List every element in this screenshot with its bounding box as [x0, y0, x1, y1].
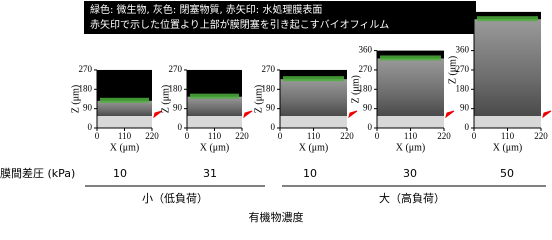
x-tick-label: 220 [235, 131, 249, 141]
membrane [97, 116, 152, 128]
y-tick-label: 270 [359, 64, 373, 74]
biofilm [280, 79, 347, 116]
y-tick-label: 0 [465, 122, 470, 132]
x-tick-label: 110 [118, 131, 132, 141]
y-axis-label: Z (μm) [160, 85, 171, 113]
footer: 有機物濃度 [249, 210, 304, 224]
microbes [100, 97, 149, 103]
y-tick-label: 360 [456, 45, 470, 55]
y-tick-label: 180 [262, 83, 276, 93]
x-tick-label: 220 [145, 131, 159, 141]
y-tick-label: 270 [79, 64, 93, 74]
x-axis-label: X (μm) [493, 142, 523, 153]
red-arrow [348, 110, 358, 119]
x-tick-label: 220 [437, 131, 451, 141]
microbes [380, 55, 441, 61]
pressure-value: 10 [113, 167, 127, 180]
x-tick-label: 110 [404, 131, 418, 141]
y-tick-label: 0 [178, 122, 183, 132]
y-tick-label: 360 [359, 45, 373, 55]
y-axis-label: Z (μm) [350, 75, 361, 103]
y-tick-label: 90 [173, 103, 183, 113]
x-tick-label: 0 [375, 131, 380, 141]
x-axis-label: X (μm) [299, 142, 329, 153]
figure: 緑色: 微生物, 灰色: 閉塞物質, 赤矢印: 水処理膜表面 赤矢印で示した位置… [0, 1, 552, 224]
y-tick-label: 180 [456, 83, 470, 93]
y-axis-label: Z (μm) [70, 85, 81, 113]
x-tick-label: 220 [340, 131, 354, 141]
pressure-value: 50 [500, 167, 514, 180]
y-axis-label: Z (μm) [253, 85, 264, 113]
x-tick-label: 0 [472, 131, 477, 141]
red-arrow [153, 110, 163, 119]
red-arrow [542, 110, 552, 119]
pressure-value: 10 [303, 167, 317, 180]
microbes [477, 16, 538, 22]
pressure-value: 31 [203, 167, 217, 180]
membrane [377, 116, 444, 128]
y-tick-label: 180 [79, 83, 93, 93]
x-tick-label: 110 [307, 131, 321, 141]
caption-box: 緑色: 微生物, 灰色: 閉塞物質, 赤矢印: 水処理膜表面 赤矢印で示した位置… [84, 1, 476, 34]
y-tick-label: 0 [368, 122, 373, 132]
membrane [280, 116, 347, 128]
y-tick-label: 90 [266, 103, 276, 113]
red-arrow [243, 110, 253, 119]
y-tick-label: 540 [456, 6, 470, 16]
caption-line: 赤矢印で示した位置より上部が膜閉塞を引き起こすバイオフィルム [90, 18, 389, 31]
y-tick-label: 0 [88, 122, 93, 132]
group-label: 大（高負荷） [379, 191, 445, 205]
biofilm [97, 100, 152, 116]
y-tick-label: 270 [456, 64, 470, 74]
y-tick-label: 180 [359, 83, 373, 93]
y-tick-label: 90 [83, 103, 93, 113]
caption-line: 緑色: 微生物, 灰色: 閉塞物質, 赤矢印: 水処理膜表面 [90, 3, 322, 16]
biofilm [474, 19, 541, 117]
microbes [190, 93, 239, 99]
y-tick-label: 90 [460, 103, 470, 113]
x-tick-label: 0 [95, 131, 100, 141]
y-tick-label: 90 [363, 103, 373, 113]
biofilm [377, 58, 444, 116]
x-tick-label: 0 [185, 131, 190, 141]
y-tick-label: 270 [169, 64, 183, 74]
y-axis-label: Z (μm) [447, 56, 458, 84]
x-tick-label: 110 [208, 131, 222, 141]
x-axis-label: X (μm) [200, 142, 230, 153]
pressure-label: 膜間差圧 (kPa) [0, 166, 75, 180]
x-tick-label: 0 [278, 131, 283, 141]
biofilm [187, 96, 242, 116]
x-axis-label: X (μm) [110, 142, 140, 153]
x-axis-label: X (μm) [396, 142, 426, 153]
group-label: 小（低負荷） [142, 192, 208, 205]
x-tick-label: 220 [534, 131, 548, 141]
microbes [283, 76, 344, 82]
membrane [187, 116, 242, 128]
red-arrow [445, 110, 455, 119]
y-tick-label: 450 [456, 25, 470, 35]
y-tick-label: 0 [271, 122, 276, 132]
membrane [474, 116, 541, 128]
pressure-value: 30 [403, 167, 417, 180]
x-tick-label: 110 [501, 131, 515, 141]
y-tick-label: 180 [169, 83, 183, 93]
y-tick-label: 270 [262, 64, 276, 74]
